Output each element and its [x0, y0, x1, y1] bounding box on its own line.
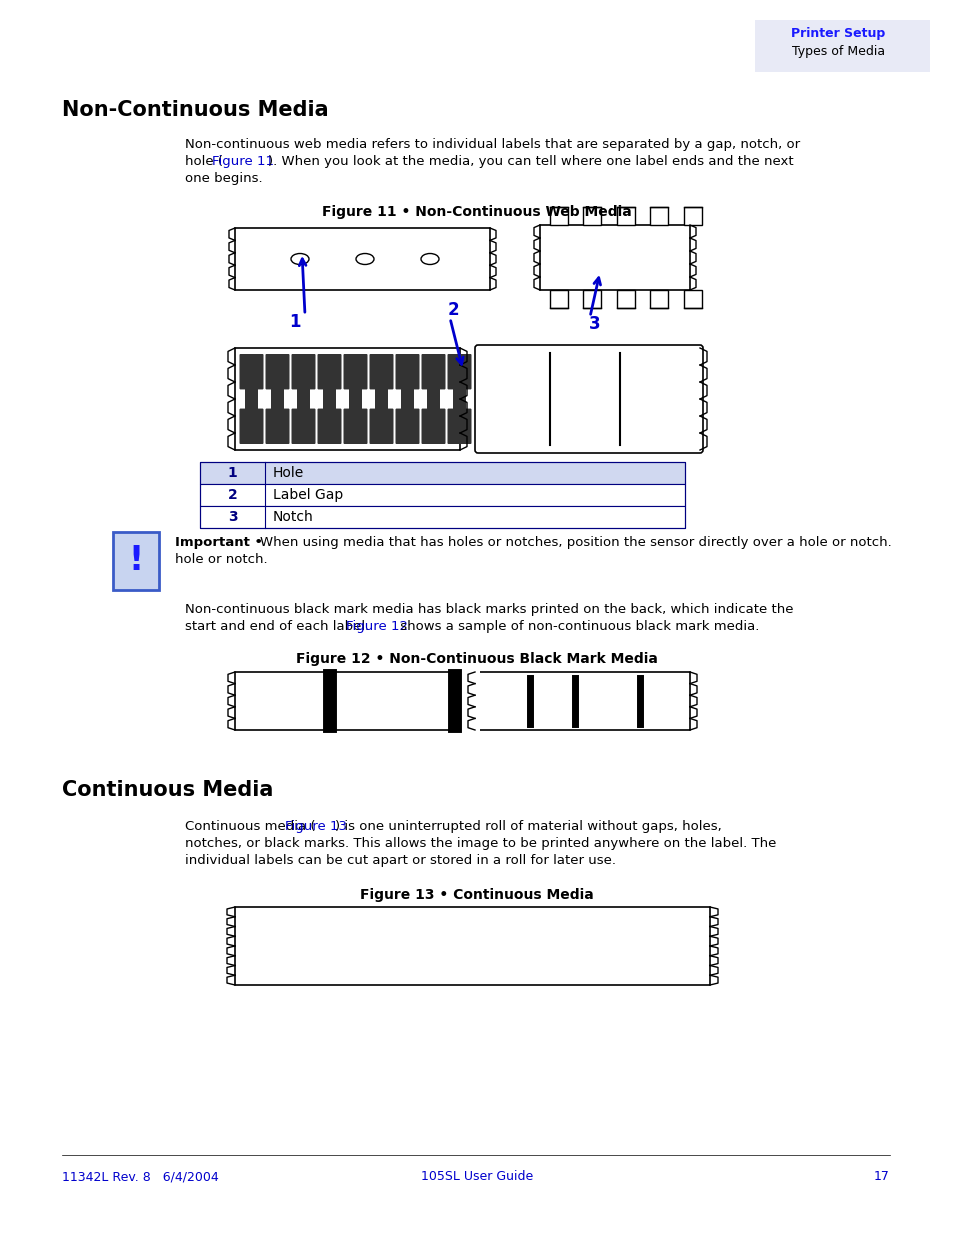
Text: 3: 3 [589, 315, 600, 333]
FancyBboxPatch shape [369, 409, 393, 445]
Bar [400, 389, 414, 410]
Text: !: ! [129, 545, 143, 578]
Bar [539, 225, 689, 290]
Bar [617, 290, 634, 308]
Bar [650, 290, 667, 308]
FancyBboxPatch shape [343, 354, 367, 389]
Bar [234, 672, 689, 730]
Bar [200, 462, 684, 484]
Text: Types of Media: Types of Media [791, 46, 884, 58]
FancyBboxPatch shape [447, 354, 471, 389]
Bar [650, 207, 667, 225]
Bar [322, 389, 335, 410]
FancyBboxPatch shape [395, 354, 419, 389]
Text: Figure 11: Figure 11 [212, 156, 274, 168]
Text: Figure 13 • Continuous Media: Figure 13 • Continuous Media [359, 888, 594, 902]
Text: Continuous media (: Continuous media ( [185, 820, 315, 832]
Bar [200, 506, 684, 529]
Text: 1: 1 [228, 466, 237, 480]
Text: Printer Setup: Printer Setup [790, 27, 884, 41]
Text: Hole: Hole [273, 466, 304, 480]
Text: Label Gap: Label Gap [273, 488, 343, 501]
Text: 2: 2 [228, 488, 237, 501]
FancyBboxPatch shape [369, 354, 393, 389]
Text: 11342L Rev. 8   6/4/2004: 11342L Rev. 8 6/4/2004 [62, 1170, 218, 1183]
Text: When using media that has holes or notches, position the sensor directly over a : When using media that has holes or notch… [260, 536, 891, 550]
FancyBboxPatch shape [112, 532, 159, 590]
Bar [550, 207, 567, 225]
Text: one begins.: one begins. [185, 172, 262, 185]
Bar [200, 462, 684, 529]
Bar [234, 906, 709, 986]
Text: 3: 3 [228, 510, 237, 524]
Text: Figure 12 • Non-Continuous Black Mark Media: Figure 12 • Non-Continuous Black Mark Me… [295, 652, 658, 666]
Text: 1: 1 [289, 312, 300, 331]
Bar [453, 389, 466, 410]
Text: start and end of each label.: start and end of each label. [185, 620, 374, 634]
FancyBboxPatch shape [421, 409, 445, 445]
Text: hole (: hole ( [185, 156, 223, 168]
FancyBboxPatch shape [475, 345, 702, 453]
Bar [234, 228, 490, 290]
Text: Figure 11 • Non-Continuous Web Media: Figure 11 • Non-Continuous Web Media [322, 205, 631, 219]
Bar [459, 671, 479, 732]
Bar [375, 389, 388, 410]
FancyBboxPatch shape [239, 409, 263, 445]
Bar [550, 290, 567, 308]
Text: Figure 13: Figure 13 [285, 820, 347, 832]
Text: Non-continuous black mark media has black marks printed on the back, which indic: Non-continuous black mark media has blac… [185, 603, 793, 616]
Text: ) is one uninterrupted roll of material without gaps, holes,: ) is one uninterrupted roll of material … [335, 820, 720, 832]
FancyBboxPatch shape [265, 354, 289, 389]
FancyBboxPatch shape [447, 409, 471, 445]
Ellipse shape [420, 253, 438, 264]
Text: Notch: Notch [273, 510, 314, 524]
FancyBboxPatch shape [317, 354, 341, 389]
Text: ). When you look at the media, you can tell where one label ends and the next: ). When you look at the media, you can t… [268, 156, 793, 168]
Bar [583, 207, 600, 225]
Text: shows a sample of non-continuous black mark media.: shows a sample of non-continuous black m… [395, 620, 759, 634]
Text: hole or notch.: hole or notch. [174, 553, 268, 566]
Bar [271, 389, 284, 410]
Text: Important •: Important • [174, 536, 263, 550]
Bar [617, 207, 634, 225]
Text: 105SL User Guide: 105SL User Guide [420, 1170, 533, 1183]
Text: notches, or black marks. This allows the image to be printed anywhere on the lab: notches, or black marks. This allows the… [185, 837, 776, 850]
Text: Non-continuous web media refers to individual labels that are separated by a gap: Non-continuous web media refers to indiv… [185, 138, 800, 151]
FancyBboxPatch shape [343, 409, 367, 445]
Bar [583, 290, 600, 308]
Bar [426, 389, 439, 410]
Bar [296, 389, 310, 410]
Text: 17: 17 [873, 1170, 889, 1183]
Bar [234, 348, 459, 450]
Ellipse shape [291, 253, 309, 264]
FancyBboxPatch shape [239, 354, 263, 389]
Bar [245, 389, 258, 410]
FancyBboxPatch shape [317, 409, 341, 445]
FancyBboxPatch shape [292, 354, 315, 389]
Bar [683, 290, 700, 308]
Text: Figure 12: Figure 12 [346, 620, 408, 634]
Text: Non-Continuous Media: Non-Continuous Media [62, 100, 328, 120]
Text: 2: 2 [447, 301, 458, 319]
Bar [200, 484, 684, 506]
Bar [349, 389, 362, 410]
Bar [683, 207, 700, 225]
FancyBboxPatch shape [395, 409, 419, 445]
Text: individual labels can be cut apart or stored in a roll for later use.: individual labels can be cut apart or st… [185, 853, 616, 867]
FancyBboxPatch shape [421, 354, 445, 389]
Ellipse shape [355, 253, 374, 264]
FancyBboxPatch shape [265, 409, 289, 445]
Bar [754, 20, 929, 72]
Text: Continuous Media: Continuous Media [62, 781, 274, 800]
FancyBboxPatch shape [292, 409, 315, 445]
